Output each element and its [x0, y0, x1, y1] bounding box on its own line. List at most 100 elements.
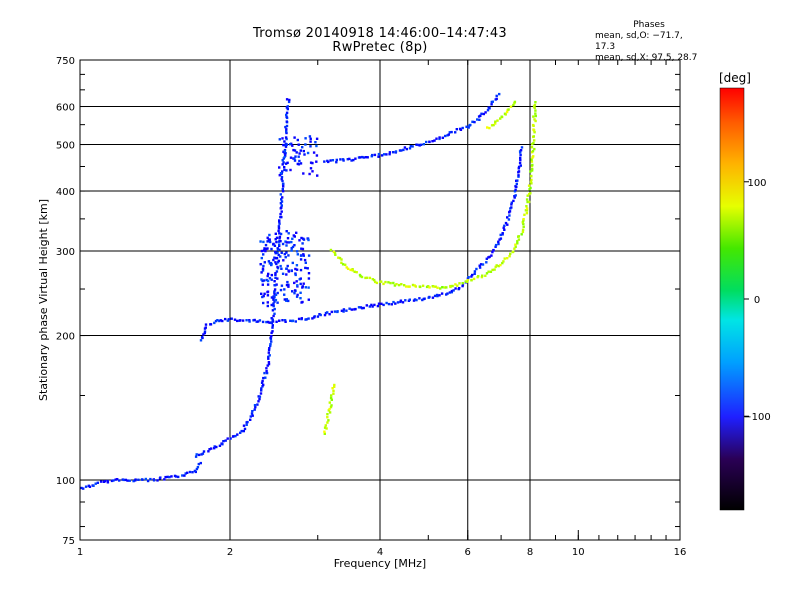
data-point [289, 156, 293, 159]
data-point [327, 419, 330, 422]
data-point [285, 111, 289, 114]
data-point [265, 367, 268, 370]
data-point [299, 282, 302, 286]
data-point [266, 301, 269, 304]
data-point [271, 324, 274, 327]
data-point [283, 293, 286, 296]
data-point [487, 270, 490, 273]
data-point [301, 247, 305, 251]
data-point [498, 238, 501, 241]
data-point [525, 205, 528, 208]
data-point [270, 273, 273, 277]
data-point [279, 255, 282, 258]
data-point [371, 278, 374, 281]
data-point [271, 326, 274, 329]
data-point [519, 156, 522, 160]
data-point [293, 281, 296, 285]
data-point [300, 317, 303, 320]
data-point [439, 287, 442, 290]
data-point [491, 250, 494, 254]
data-point [514, 243, 517, 246]
data-point [306, 151, 310, 155]
data-point [243, 427, 247, 431]
data-point [526, 194, 529, 197]
data-point [276, 301, 279, 304]
data-point [270, 321, 273, 324]
data-point [518, 161, 522, 165]
data-point [441, 136, 444, 139]
data-point [401, 301, 405, 304]
data-point [275, 236, 279, 239]
data-point [236, 319, 239, 323]
data-point [253, 408, 256, 411]
x-tick-label: 16 [674, 547, 687, 558]
data-point [413, 298, 417, 301]
data-point [507, 218, 511, 221]
data-point [521, 221, 524, 224]
data-point [521, 230, 525, 234]
data-point [203, 330, 207, 333]
data-point [529, 170, 532, 173]
data-point [533, 147, 536, 151]
data-point [256, 320, 260, 323]
data-point [286, 161, 289, 164]
colorbar-label: [deg] [719, 71, 751, 85]
data-point [304, 286, 307, 289]
data-point [502, 260, 505, 263]
data-point [275, 270, 279, 273]
data-point [302, 149, 305, 153]
data-point [269, 261, 273, 265]
data-point [239, 319, 242, 322]
data-point [141, 478, 144, 481]
data-point [358, 156, 362, 159]
data-point [315, 144, 318, 148]
data-point [152, 479, 156, 482]
data-point [166, 475, 169, 479]
data-point [389, 281, 392, 285]
data-point [276, 277, 279, 280]
data-point [274, 284, 277, 287]
data-point [336, 310, 339, 313]
data-point [461, 126, 464, 130]
data-point [514, 185, 517, 188]
data-point [281, 163, 284, 166]
data-point [311, 161, 314, 165]
data-point [392, 151, 395, 154]
data-point [248, 320, 251, 323]
data-point [260, 256, 263, 260]
data-point [94, 482, 97, 485]
data-point [287, 254, 290, 257]
data-point [253, 404, 257, 407]
data-point [438, 136, 441, 139]
data-point [276, 267, 280, 270]
data-point [126, 479, 129, 482]
data-point [99, 480, 103, 483]
data-point [531, 163, 534, 167]
data-point [283, 166, 286, 169]
data-point [84, 485, 88, 488]
y-tick-label: 300 [56, 247, 75, 258]
data-point [270, 317, 273, 320]
data-point [282, 182, 285, 185]
data-point [525, 198, 529, 201]
data-point [494, 120, 497, 123]
chart-title-line2: RwPretec (8p) [332, 40, 428, 55]
data-point [316, 315, 320, 318]
data-point [447, 133, 450, 136]
data-point [385, 153, 388, 156]
data-point [283, 150, 286, 153]
data-point [294, 272, 297, 275]
data-point [201, 452, 205, 455]
data-point [194, 455, 198, 458]
data-point [280, 204, 283, 207]
data-point [274, 238, 277, 241]
data-point [503, 257, 506, 260]
data-point [337, 256, 340, 259]
data-point [116, 478, 119, 481]
data-point [280, 198, 283, 201]
data-point [329, 396, 333, 400]
data-point [267, 355, 270, 359]
data-point [283, 148, 287, 152]
data-point [530, 182, 533, 185]
data-point [428, 286, 431, 289]
